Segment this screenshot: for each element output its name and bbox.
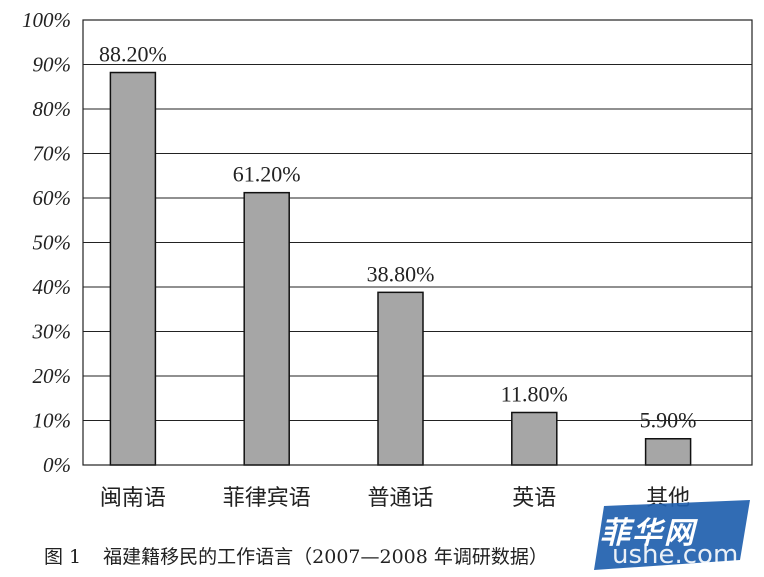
data-label: 61.20% <box>233 162 301 187</box>
data-label: 5.90% <box>640 408 697 433</box>
data-labels: 88.20% 61.20% 38.80% 11.80% 5.90% <box>99 42 697 433</box>
bar <box>377 291 424 466</box>
y-tick-label: 60% <box>33 186 72 210</box>
data-label: 88.20% <box>99 42 167 67</box>
data-label: 38.80% <box>367 261 435 286</box>
figure-number: 图 1 <box>44 546 82 568</box>
bars <box>109 71 692 466</box>
watermark-logo <box>594 500 750 570</box>
category-label: 闽南语 <box>100 486 166 511</box>
y-tick-label: 10% <box>33 409 72 433</box>
category-label: 菲律宾语 <box>223 486 311 511</box>
watermark-subtext: ushe.com <box>612 540 739 570</box>
y-tick-label: 80% <box>33 97 72 121</box>
caption-text: 福建籍移民的工作语言（2007—2008 年调研数据） <box>103 546 548 568</box>
y-axis-ticks: 0% 10% 20% 30% 40% 50% 60% 70% 80% 90% 100% <box>22 8 71 477</box>
watermark-text: 菲华网 <box>600 516 696 551</box>
bar <box>644 437 692 466</box>
bar <box>511 411 558 466</box>
y-tick-label: 100% <box>22 8 71 32</box>
y-tick-label: 90% <box>33 53 72 77</box>
category-label: 普通话 <box>367 486 433 511</box>
y-tick-label: 0% <box>43 453 71 477</box>
y-tick-label: 20% <box>33 364 72 388</box>
bar <box>109 71 157 466</box>
category-label: 英语 <box>512 486 556 511</box>
y-tick-label: 50% <box>33 231 72 255</box>
y-tick-label: 30% <box>32 320 72 344</box>
bar <box>243 191 290 466</box>
data-label: 11.80% <box>501 381 568 406</box>
y-tick-label: 70% <box>33 142 72 166</box>
y-tick-label: 40% <box>33 275 72 299</box>
plot-frame <box>82 19 753 466</box>
figure-caption: 图 1 福建籍移民的工作语言（2007—2008 年调研数据） <box>44 542 548 569</box>
